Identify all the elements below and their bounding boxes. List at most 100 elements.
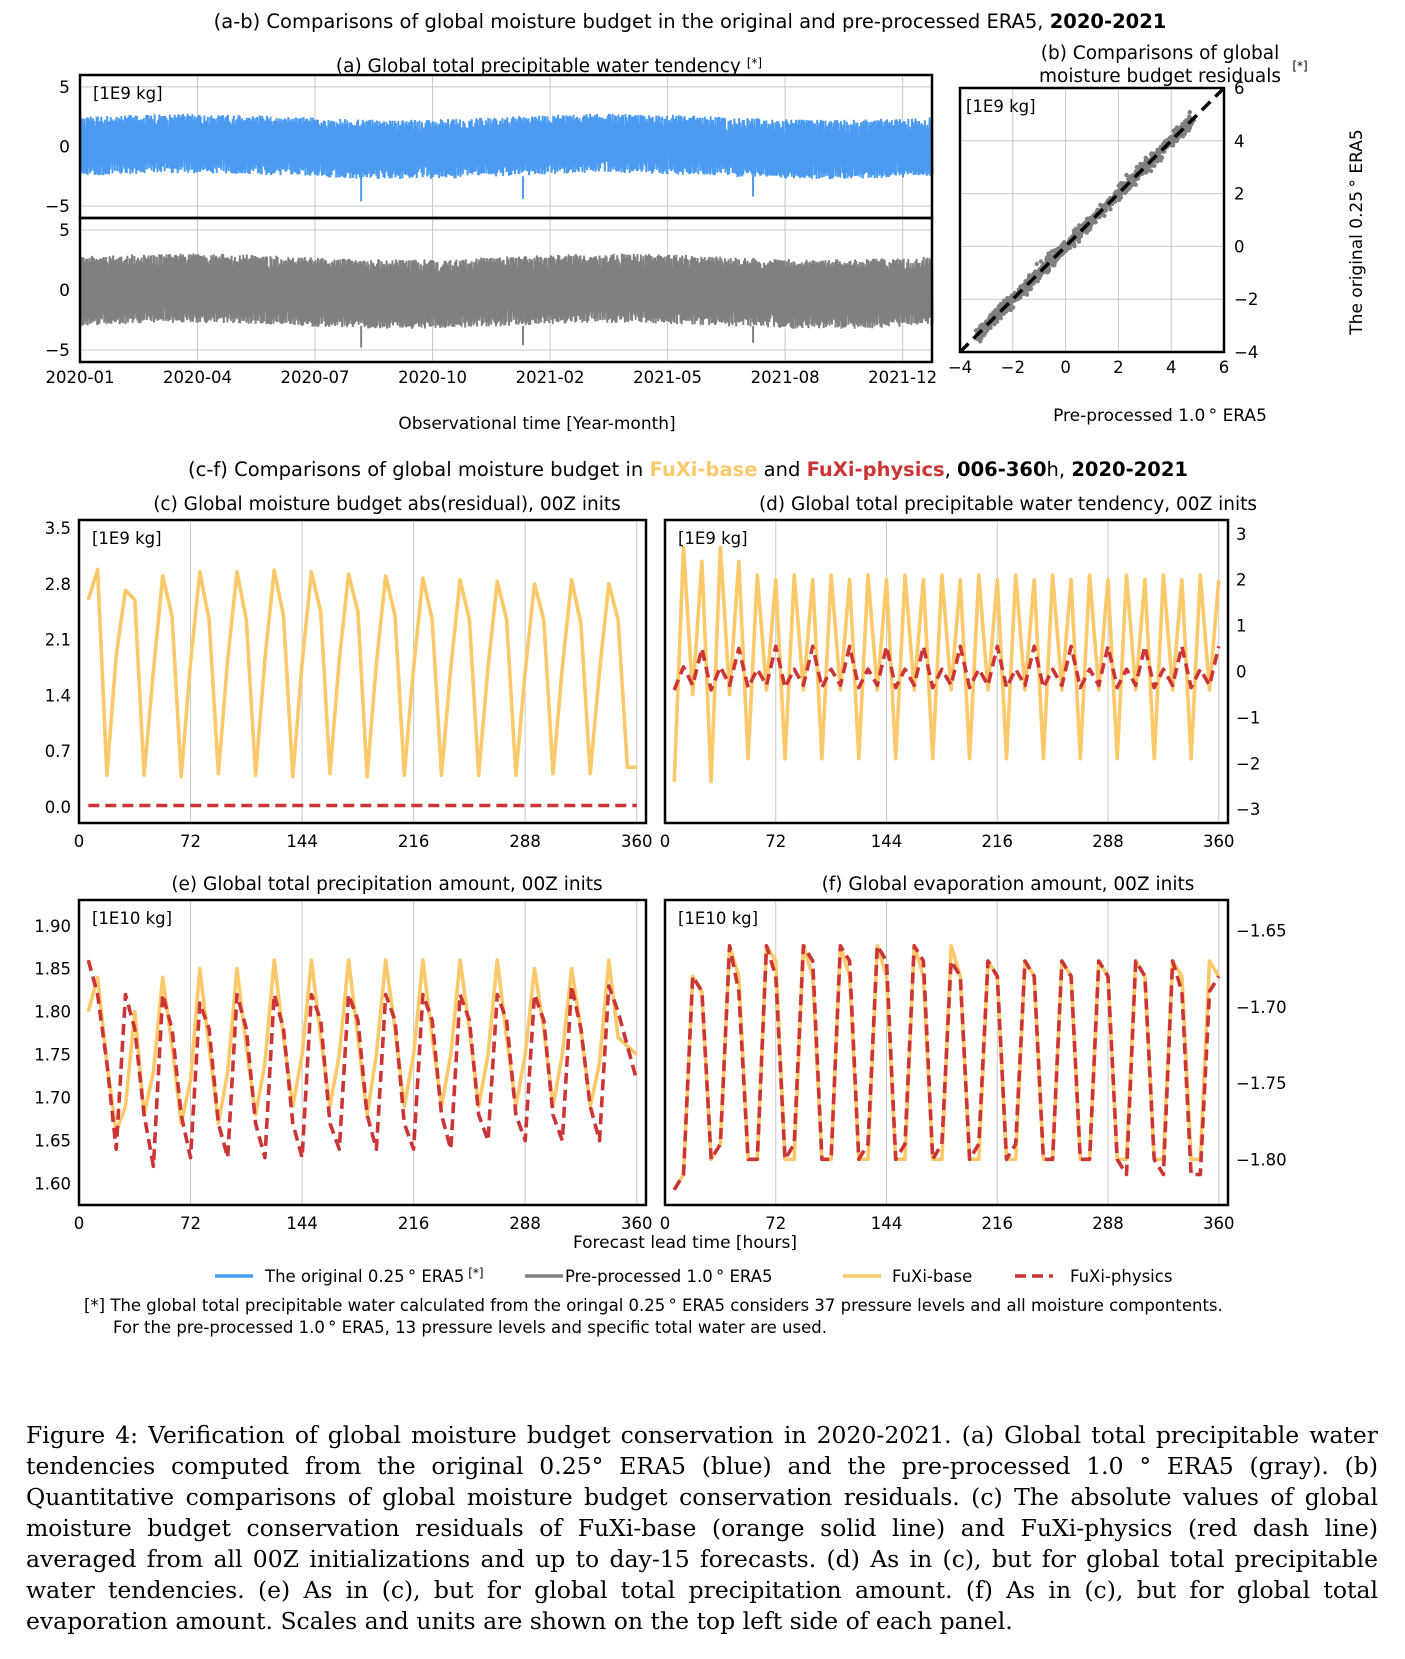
x-tick-label: 0 <box>660 832 671 851</box>
scatter-point <box>1158 158 1163 163</box>
y-tick-label: −2 <box>1234 290 1258 309</box>
legend-label: The original 0.25 ° ERA5 [*] <box>264 1266 484 1286</box>
series-line-fuxi-physics <box>672 644 1221 692</box>
scatter-point <box>998 301 1004 306</box>
y-tick-label: −4 <box>1234 343 1258 362</box>
legend-label: Pre-processed 1.0 ° ERA5 <box>565 1267 773 1286</box>
legend-label: FuXi-base <box>892 1267 972 1286</box>
x-tick-label: 72 <box>765 832 786 851</box>
x-tick-label: 0 <box>74 832 85 851</box>
scatter-point <box>1085 218 1091 223</box>
series-line-fuxi-base <box>672 545 1221 784</box>
scatter-point <box>1118 195 1124 200</box>
scatter-point <box>1076 239 1082 244</box>
scatter-point <box>1146 164 1151 169</box>
y-tick-label: 2 <box>1236 571 1247 590</box>
scatter-point <box>1131 177 1136 182</box>
scatter-point <box>1133 169 1139 174</box>
y-tick-label: −2 <box>1236 754 1260 773</box>
y-tick-label: 1.90 <box>34 917 71 936</box>
scatter-point <box>1182 121 1188 127</box>
x-tick-label: 360 <box>1203 832 1235 851</box>
x-tick-label: 2020-04 <box>163 368 232 387</box>
y-tick-label: −1.75 <box>1236 1074 1287 1093</box>
scatter-point <box>1162 139 1168 144</box>
x-tick-label: 2021-12 <box>868 368 937 387</box>
scatter-point <box>1108 207 1113 212</box>
x-tick-label: −2 <box>1001 358 1025 377</box>
x-tick-label: 2021-08 <box>751 368 820 387</box>
scatter-point <box>1124 172 1129 178</box>
x-tick-label: 4 <box>1166 358 1177 377</box>
panel-c-title: (c) Global moisture budget abs(residual)… <box>153 494 621 515</box>
footnote-line-1: [*] The global total precipitable water … <box>84 1296 1223 1315</box>
x-tick-label: 72 <box>180 1214 201 1233</box>
y-tick-label: −3 <box>1236 800 1260 819</box>
y-tick-label: 1.4 <box>45 686 71 705</box>
x-tick-label: 144 <box>871 1214 903 1233</box>
x-tick-label: 288 <box>1092 1214 1124 1233</box>
panel-c-plot: [1E9 kg] 0 72 144 216 288 360 3.5 2.8 2.1 1.4 0.7 0.… <box>45 518 652 851</box>
x-tick-label: 144 <box>286 832 318 851</box>
y-tick-label: 5 <box>59 78 70 98</box>
scatter-point <box>1091 219 1096 224</box>
x-tick-label: 288 <box>509 832 541 851</box>
y-tick-label: 1 <box>1236 617 1247 636</box>
y-tick-label: 1.75 <box>34 1046 71 1065</box>
plot-frame <box>958 86 1226 354</box>
x-tick-label: 360 <box>621 1214 653 1233</box>
y-tick-label: 4 <box>1234 132 1245 151</box>
panel-f-title: (f) Global evaporation amount, 00Z inits <box>822 874 1195 895</box>
plot-frame <box>77 898 648 1207</box>
unit-label: [1E10 kg] <box>92 909 172 928</box>
y-tick-label: −5 <box>45 197 70 217</box>
series-line-fuxi-physics <box>672 943 1221 1191</box>
scatter-point <box>1013 297 1018 303</box>
scatter-point <box>1071 228 1077 233</box>
panel-a-xlabel: Observational time [Year-month] <box>398 414 675 434</box>
y-tick-label: 0 <box>1236 663 1247 682</box>
panel-f-plot: [1E10 kg] 0 72 144 216 288 360 −1.65 −1.70 −1.75 −… <box>660 898 1287 1233</box>
unit-label: [1E9 kg] <box>966 97 1036 116</box>
subplot-frame <box>78 216 934 364</box>
scatter-point <box>1048 254 1053 260</box>
scatter-point <box>1187 109 1193 115</box>
x-tick-label: 0 <box>1060 358 1071 377</box>
y-tick-label: 6 <box>1234 79 1245 98</box>
legend: The original 0.25 ° ERA5 [*] Pre-processe… <box>215 1266 1172 1286</box>
x-tick-label: 288 <box>1092 832 1124 851</box>
x-tick-label: 216 <box>982 832 1014 851</box>
title-ab: (a-b) Comparisons of global moisture bud… <box>214 10 1167 33</box>
y-tick-label: 1.85 <box>34 960 71 979</box>
unit-label: [1E9 kg] <box>93 84 163 103</box>
scatter-point <box>985 327 990 332</box>
figure-caption: Figure 4: Verification of global moistur… <box>26 1421 1378 1635</box>
panel-b-title-line2: moisture budget residuals <box>1039 66 1281 87</box>
x-tick-label: 72 <box>180 832 201 851</box>
scatter-point <box>1134 164 1140 170</box>
y-tick-label: 1.65 <box>34 1132 71 1151</box>
legend-mark: [*] <box>464 1266 483 1280</box>
series-line-fuxi-physics <box>86 959 639 1169</box>
scatter-point <box>1018 295 1023 300</box>
footnote: [*] The global total precipitable water … <box>84 1295 1384 1339</box>
x-tick-label: 2020-01 <box>46 368 115 387</box>
scatter-point <box>1131 181 1136 187</box>
panel-b-title-mark: [*] <box>1292 59 1307 73</box>
scatter-point <box>1117 187 1122 193</box>
y-tick-label: −5 <box>45 341 70 361</box>
figure-canvas: (a-b) Comparisons of global moisture bud… <box>34 10 1367 1286</box>
y-tick-label: 3 <box>1236 525 1247 544</box>
x-tick-label: 144 <box>286 1214 318 1233</box>
panel-b-ylabel: The original 0.25 ° ERA5 <box>1347 129 1367 335</box>
y-tick-label: 0 <box>59 281 70 301</box>
x-tick-label: 6 <box>1219 358 1230 377</box>
scatter-point <box>1113 190 1118 195</box>
series-line-fuxi-base <box>86 958 638 1134</box>
scatter-point <box>1034 261 1040 267</box>
x-tick-label: 216 <box>398 832 430 851</box>
scatter-point <box>1006 307 1011 312</box>
x-tick-label: 288 <box>509 1214 541 1233</box>
scatter-point <box>1157 149 1162 154</box>
scatter-point <box>1086 227 1091 233</box>
